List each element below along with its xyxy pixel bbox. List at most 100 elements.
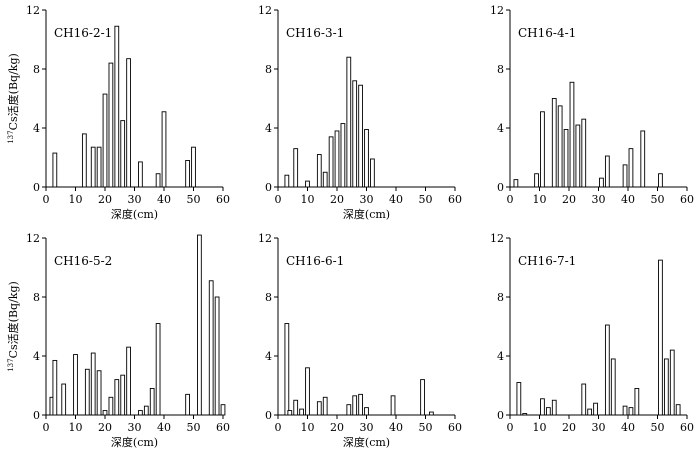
- y-tick-label: 0: [265, 181, 272, 194]
- chart-panel-4: 0 4 8 12 0 10 20 30 40 50 60 CH16-5-2 深度(cm) 137Cs活度(…: [6, 232, 230, 449]
- bar: [120, 374, 126, 416]
- bar: [563, 129, 569, 188]
- bar: [610, 358, 616, 416]
- bar: [545, 407, 551, 416]
- bar: [628, 148, 634, 188]
- panel-title: CH16-2-1: [54, 26, 112, 40]
- bar: [305, 180, 310, 188]
- bar: [90, 352, 96, 416]
- bar: [316, 401, 322, 416]
- bar: [138, 410, 143, 416]
- bar: [214, 296, 220, 416]
- bar: [191, 146, 196, 188]
- y-tick-label: 0: [33, 409, 40, 422]
- x-tick-label: 0: [43, 193, 50, 206]
- x-tick-label: 60: [680, 421, 694, 434]
- x-tick-label: 10: [533, 421, 547, 434]
- panel-title: CH16-7-1: [518, 254, 576, 268]
- bar: [581, 383, 587, 416]
- x-tick-label: 0: [507, 193, 514, 206]
- bar: [522, 413, 528, 416]
- bar: [675, 404, 681, 416]
- bar: [634, 388, 640, 416]
- bar: [370, 158, 375, 188]
- bar: [581, 118, 587, 188]
- x-tick-label: 60: [448, 421, 462, 434]
- bar: [102, 410, 108, 416]
- bar: [284, 323, 290, 416]
- x-tick-label: 40: [389, 421, 403, 434]
- y-tick-label: 12: [490, 4, 504, 17]
- bar: [551, 98, 557, 188]
- y-tick-label: 4: [265, 350, 272, 363]
- x-tick-label: 10: [69, 193, 83, 206]
- chart-panel-1: 0 4 8 12 0 10 20 30 40 50 60 CH16-2-1 深度(cm) 137Cs活度(…: [6, 4, 230, 221]
- panel-title: CH16-3-1: [286, 26, 344, 40]
- bar: [126, 346, 131, 416]
- x-tick-label: 10: [301, 193, 315, 206]
- bar: [587, 408, 593, 416]
- bar: [364, 129, 369, 188]
- bar: [599, 177, 604, 188]
- x-tick-label: 30: [592, 193, 606, 206]
- x-tick-label: 60: [448, 193, 462, 206]
- x-tick-label: 10: [69, 421, 83, 434]
- x-tick-label: 50: [187, 421, 201, 434]
- y-tick-label: 12: [26, 232, 40, 245]
- x-tick-label: 40: [389, 193, 403, 206]
- x-tick-label: 50: [187, 193, 201, 206]
- bar: [551, 399, 557, 416]
- bar: [114, 379, 120, 416]
- x-tick-label: 0: [275, 421, 282, 434]
- bar: [299, 408, 304, 416]
- bar: [569, 81, 575, 188]
- bar: [155, 173, 161, 188]
- x-axis-label: 深度(cm): [343, 435, 390, 449]
- y-tick-label: 8: [497, 63, 504, 76]
- bar: [628, 407, 634, 416]
- y-tick-label: 4: [497, 350, 504, 363]
- bar: [346, 404, 352, 416]
- x-tick-label: 20: [330, 193, 344, 206]
- panel-title: CH16-5-2: [54, 254, 112, 268]
- bar: [73, 354, 78, 416]
- bar: [287, 410, 293, 416]
- x-tick-label: 10: [533, 193, 547, 206]
- y-axis-label: 137Cs活度(Bq/kg): [6, 281, 20, 372]
- x-tick-label: 50: [419, 421, 433, 434]
- x-tick-label: 50: [419, 193, 433, 206]
- bar: [52, 359, 58, 416]
- y-tick-label: 0: [497, 181, 504, 194]
- bar: [658, 259, 663, 416]
- bar: [96, 146, 102, 188]
- x-tick-label: 50: [651, 421, 665, 434]
- x-tick-label: 50: [651, 193, 665, 206]
- y-tick-label: 4: [33, 350, 40, 363]
- x-tick-label: 0: [43, 421, 50, 434]
- x-tick-label: 20: [562, 421, 576, 434]
- y-tick-label: 8: [265, 63, 272, 76]
- x-tick-label: 30: [360, 193, 374, 206]
- x-tick-label: 20: [330, 421, 344, 434]
- chart-panel-6: 0 4 8 12 0 10 20 30 40 50 60 CH16-7-1: [490, 232, 694, 434]
- bar: [305, 367, 310, 416]
- x-tick-label: 20: [562, 193, 576, 206]
- x-tick-label: 0: [507, 421, 514, 434]
- bar: [84, 368, 90, 416]
- bar: [534, 173, 539, 188]
- bar: [220, 404, 226, 416]
- bar: [81, 133, 87, 188]
- y-tick-label: 12: [26, 4, 40, 17]
- bar: [328, 136, 334, 188]
- bar: [604, 324, 610, 416]
- bar: [155, 323, 161, 416]
- bar: [604, 155, 610, 188]
- bar: [640, 130, 646, 188]
- bar: [126, 58, 131, 188]
- bar: [513, 179, 519, 188]
- x-tick-label: 20: [98, 421, 112, 434]
- y-tick-label: 8: [265, 291, 272, 304]
- x-tick-label: 60: [216, 421, 230, 434]
- bar: [322, 396, 328, 416]
